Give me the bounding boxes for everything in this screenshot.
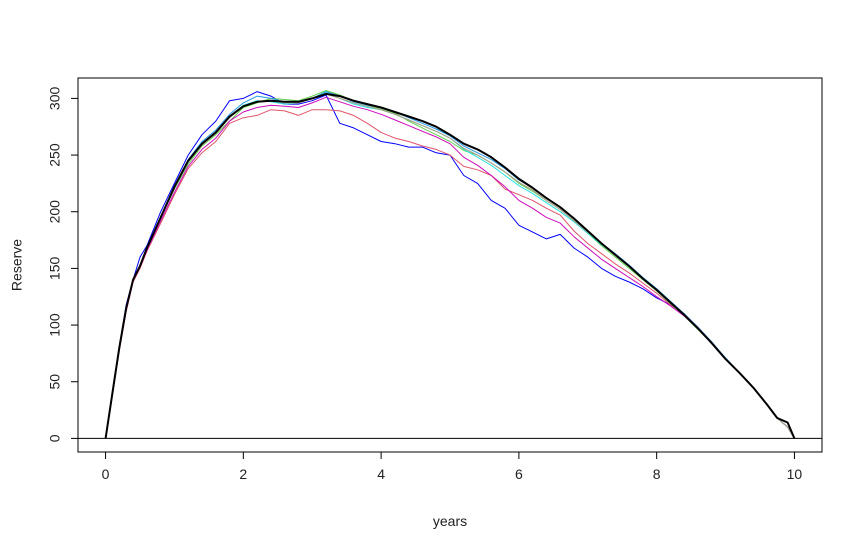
series-line-5 bbox=[105, 92, 795, 439]
y-tick-label: 100 bbox=[47, 313, 63, 337]
x-tick-label: 4 bbox=[377, 466, 385, 482]
x-tick-label: 10 bbox=[787, 466, 803, 482]
x-axis-title: years bbox=[433, 513, 467, 529]
series-line-3 bbox=[105, 90, 795, 439]
series-line-8 bbox=[105, 93, 795, 439]
y-tick-label: 150 bbox=[47, 257, 63, 281]
series-line-9 bbox=[104, 92, 796, 439]
series-line-6 bbox=[105, 96, 795, 439]
y-tick-label: 250 bbox=[47, 143, 63, 167]
series-line-7 bbox=[105, 93, 795, 439]
y-tick-label: 300 bbox=[47, 87, 63, 111]
y-axis-title: Reserve bbox=[9, 239, 25, 291]
x-tick-label: 2 bbox=[239, 466, 247, 482]
x-axis: 0 2 4 6 8 10 bbox=[102, 451, 803, 482]
x-tick-label: 0 bbox=[102, 466, 110, 482]
x-tick-label: 8 bbox=[653, 466, 661, 482]
y-tick-label: 200 bbox=[47, 200, 63, 224]
series-layer bbox=[104, 90, 796, 439]
x-tick-label: 6 bbox=[515, 466, 523, 482]
y-tick-label: 0 bbox=[47, 434, 63, 442]
y-tick-label: 50 bbox=[47, 374, 63, 390]
y-axis: 0 50 100 150 200 250 300 bbox=[47, 87, 79, 442]
series-line-2 bbox=[105, 109, 795, 439]
